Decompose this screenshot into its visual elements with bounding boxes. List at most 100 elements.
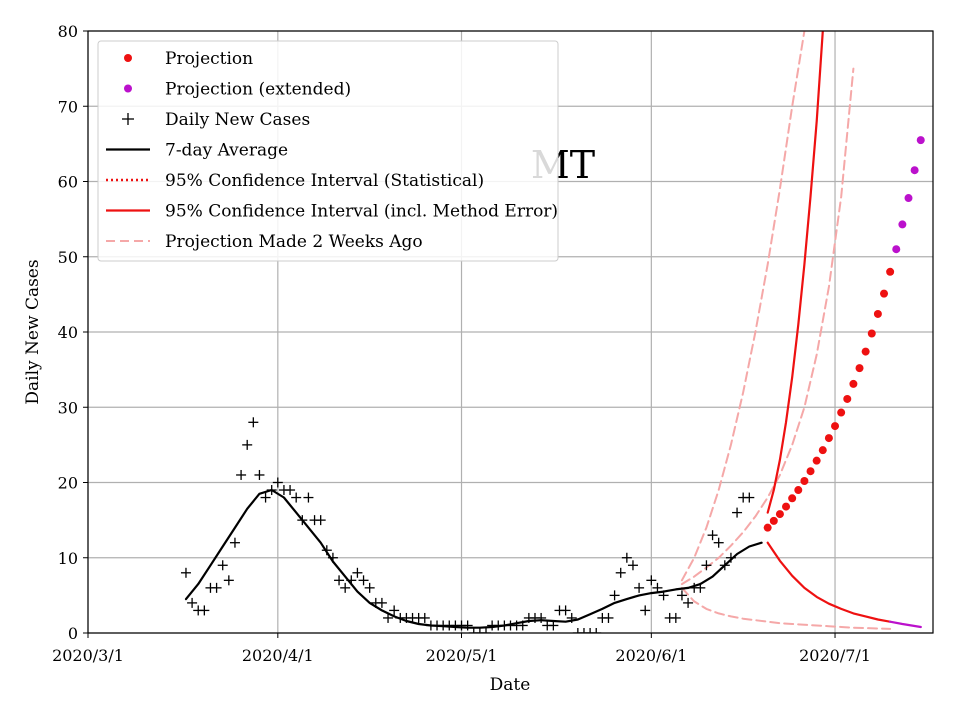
daily-case-point bbox=[640, 605, 651, 616]
projection-point bbox=[800, 476, 809, 485]
legend-item: Projection (extended) bbox=[124, 80, 351, 100]
legend-box bbox=[97, 40, 559, 262]
daily-case-point bbox=[376, 597, 387, 608]
daily-case-point bbox=[713, 537, 724, 548]
x-axis: 2020/3/1 2020/4/1 2020/5/1 2020/6/1 2020/7/1 bbox=[52, 633, 871, 665]
daily-case-point bbox=[591, 628, 602, 633]
y-tick-label: 0 bbox=[68, 624, 78, 643]
daily-case-point bbox=[187, 597, 198, 608]
daily-case-point bbox=[236, 469, 247, 480]
daily-case-point bbox=[211, 582, 222, 593]
x-tick-label: 2020/5/1 bbox=[426, 646, 498, 665]
seven-day-average-line bbox=[184, 488, 763, 629]
projection-point bbox=[867, 329, 876, 338]
projection-point bbox=[818, 446, 827, 455]
daily-case-point bbox=[517, 620, 528, 631]
daily-case-point bbox=[585, 628, 596, 633]
daily-case-point bbox=[725, 552, 736, 563]
daily-case-point bbox=[701, 560, 712, 571]
daily-case-point bbox=[297, 515, 308, 526]
projection-extended-point bbox=[892, 245, 901, 254]
legend-label: 95% Confidence Interval (incl. Method Er… bbox=[165, 202, 558, 222]
x-tick-label: 2020/4/1 bbox=[242, 646, 314, 665]
projection-point bbox=[861, 347, 870, 356]
daily-case-point bbox=[627, 560, 638, 571]
daily-case-point bbox=[303, 492, 314, 503]
projection-point bbox=[873, 309, 882, 318]
projection-point bbox=[806, 467, 815, 476]
legend-label: 7-day Average bbox=[165, 141, 288, 161]
daily-case-point bbox=[719, 560, 730, 571]
daily-case-point bbox=[419, 612, 430, 623]
daily-case-point bbox=[358, 575, 369, 586]
projection-point bbox=[880, 289, 889, 298]
legend-item: 95% Confidence Interval (Statistical) bbox=[106, 171, 484, 191]
legend-item: 7-day Average bbox=[106, 141, 288, 161]
projection-point bbox=[849, 379, 858, 388]
daily-case-point bbox=[566, 612, 577, 623]
legend-dot-marker bbox=[124, 54, 132, 62]
daily-case-point bbox=[285, 485, 296, 496]
legend-label: Daily New Cases bbox=[165, 110, 310, 130]
legend-label: Projection bbox=[165, 49, 253, 69]
daily-case-point bbox=[695, 582, 706, 593]
y-tick-label: 30 bbox=[58, 398, 78, 417]
y-tick-label: 20 bbox=[58, 474, 78, 493]
daily-case-point bbox=[670, 612, 681, 623]
daily-case-point bbox=[707, 530, 718, 541]
daily-case-point bbox=[199, 605, 210, 616]
prior-projection-middle-line bbox=[680, 67, 855, 586]
legend-label: Projection (extended) bbox=[165, 80, 351, 100]
x-axis-label: Date bbox=[490, 675, 531, 695]
daily-case-point bbox=[474, 628, 485, 633]
daily-case-point bbox=[321, 545, 332, 556]
y-axis-label: Daily New Cases bbox=[23, 259, 43, 404]
projection-point bbox=[788, 494, 797, 503]
daily-case-point bbox=[652, 582, 663, 593]
daily-case-point bbox=[346, 575, 357, 586]
daily-case-point bbox=[180, 567, 191, 578]
daily-case-point bbox=[364, 582, 375, 593]
daily-case-point bbox=[481, 628, 492, 633]
projection-point bbox=[831, 422, 840, 431]
daily-case-point bbox=[578, 628, 589, 633]
legend-item: Projection Made 2 Weeks Ago bbox=[106, 232, 423, 252]
daily-case-point bbox=[223, 575, 234, 586]
projection-extended-point bbox=[910, 166, 919, 175]
daily-case-point bbox=[676, 590, 687, 601]
prior-projection-upper-line bbox=[680, 31, 806, 582]
projection-point bbox=[769, 516, 778, 525]
legend: Projection Projection (extended) Daily New… bbox=[97, 40, 559, 262]
projection-point bbox=[886, 267, 895, 276]
daily-case-point bbox=[572, 628, 583, 633]
y-axis: 0 10 20 30 40 50 60 70 80 bbox=[58, 22, 88, 643]
daily-case-point bbox=[560, 605, 571, 616]
legend-item: Daily New Cases bbox=[122, 110, 310, 130]
y-tick-label: 10 bbox=[58, 549, 78, 568]
daily-case-point bbox=[352, 567, 363, 578]
daily-case-point bbox=[217, 560, 228, 571]
daily-case-point bbox=[658, 590, 669, 601]
plot-area bbox=[180, 31, 925, 633]
projection-point bbox=[837, 408, 846, 417]
ci-lower-line bbox=[766, 541, 892, 623]
legend-label: Projection Made 2 Weeks Ago bbox=[165, 232, 423, 252]
daily-case-point bbox=[334, 575, 345, 586]
legend-dot-marker bbox=[124, 84, 132, 93]
daily-case-point bbox=[536, 612, 547, 623]
daily-case-point bbox=[327, 552, 338, 563]
daily-case-point bbox=[609, 590, 620, 601]
projection-point bbox=[843, 394, 852, 403]
legend-label: 95% Confidence Interval (Statistical) bbox=[165, 171, 484, 191]
projection-point bbox=[812, 456, 821, 465]
daily-case-point bbox=[315, 515, 326, 526]
daily-case-point bbox=[683, 597, 694, 608]
daily-case-point bbox=[260, 492, 271, 503]
legend-item: Projection bbox=[124, 49, 253, 69]
ci-upper-line bbox=[766, 31, 824, 514]
projection-point bbox=[763, 523, 772, 532]
x-tick-label: 2020/7/1 bbox=[799, 646, 871, 665]
y-tick-label: 80 bbox=[58, 22, 78, 41]
projection-point bbox=[794, 486, 803, 495]
